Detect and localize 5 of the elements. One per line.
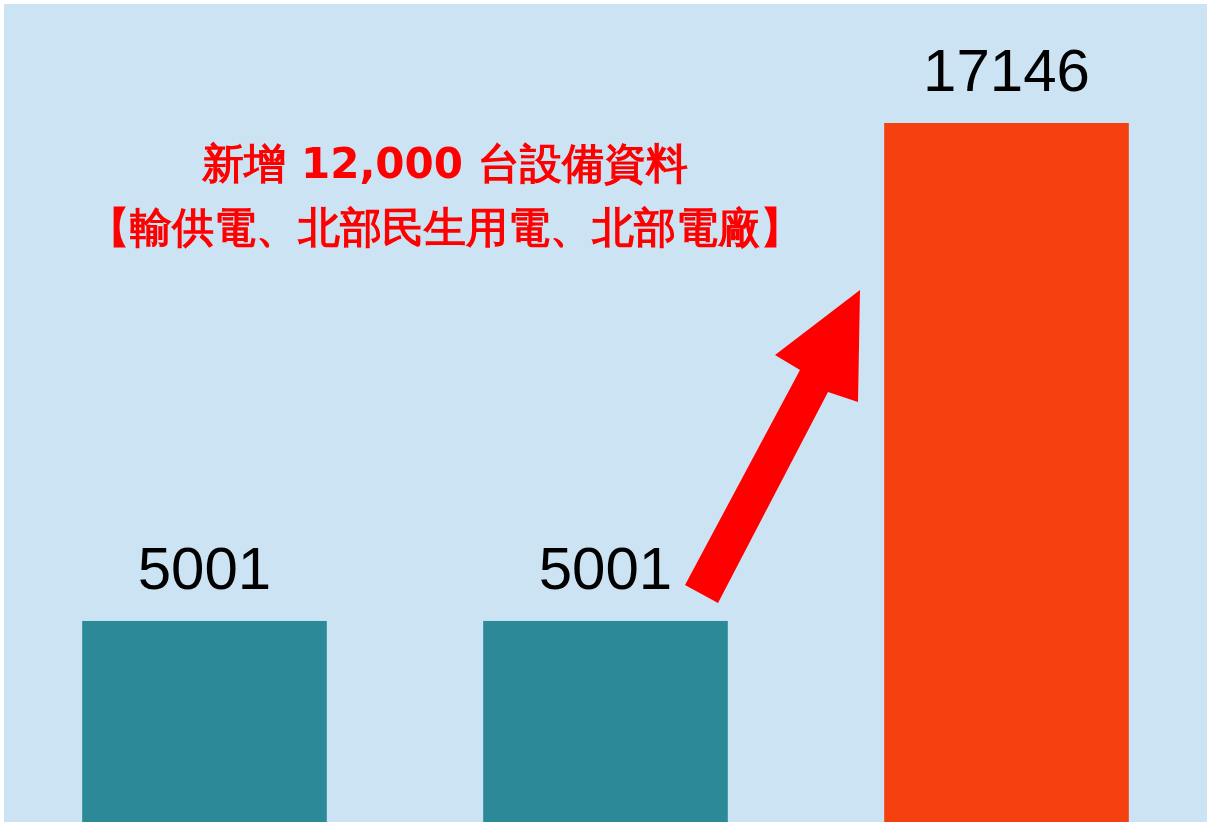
- data-label: 5001: [137, 534, 272, 602]
- annotation: 【輸供電、北部民生用電、北部電廠】: [88, 203, 802, 252]
- data-label: 17146: [923, 37, 1090, 104]
- annotation: 新增 12,000 台設備資料: [201, 139, 688, 188]
- data-label: 5001: [538, 534, 673, 602]
